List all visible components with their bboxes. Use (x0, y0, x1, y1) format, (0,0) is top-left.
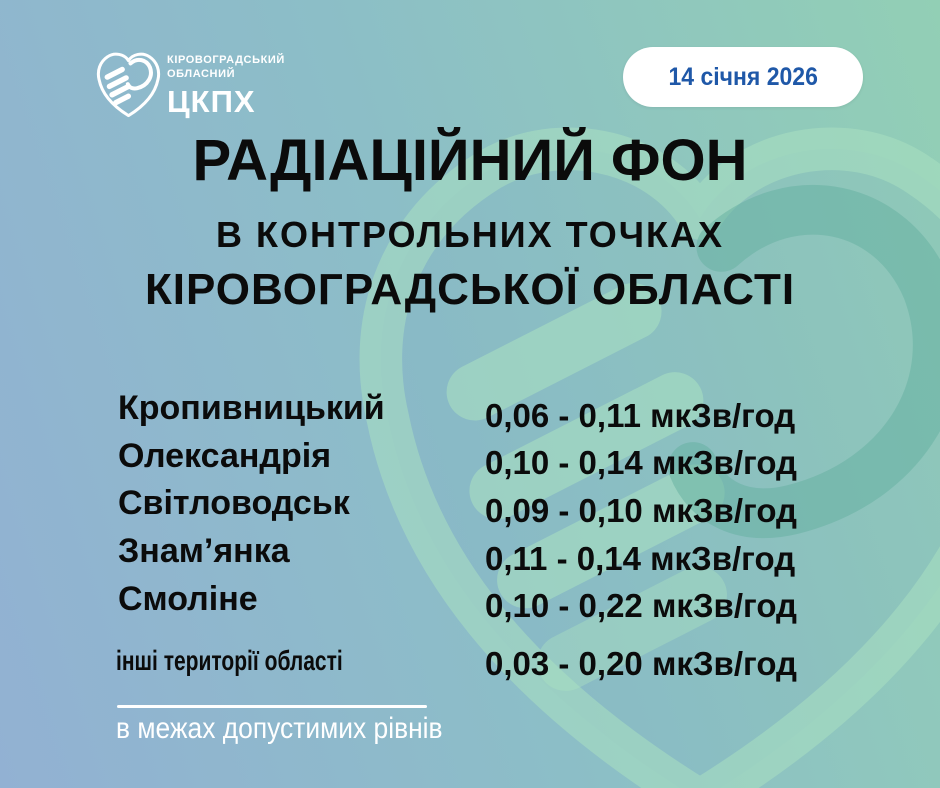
date-badge-label: 14 січня 2026 (668, 62, 818, 91)
logo-text: КІРОВОГРАДСЬКИЙ ОБЛАСНИЙ ЦКПХ (167, 53, 285, 120)
value-list: 0,06 - 0,11 мкЗв/год 0,10 - 0,14 мкЗв/го… (485, 392, 797, 630)
value-label: 0,10 - 0,22 мкЗв/год (485, 587, 797, 625)
value-label: 0,09 - 0,10 мкЗв/год (485, 491, 797, 529)
ckph-logo: КІРОВОГРАДСЬКИЙ ОБЛАСНИЙ ЦКПХ (95, 49, 415, 129)
location-label: Світловодськ (118, 484, 350, 523)
value-label: 0,06 - 0,11 мкЗв/год (485, 396, 796, 434)
location-list: Кропивницький Олександрія Світловодськ З… (118, 385, 385, 623)
location-label: Олександрія (118, 436, 332, 475)
value-label: 0,10 - 0,14 мкЗв/год (485, 444, 797, 482)
logo-org-line1: КІРОВОГРАДСЬКИЙ (167, 54, 285, 66)
page-title-line1: РАДІАЦІЙНИЙ ФОН (192, 128, 748, 193)
page-title-line3: КІРОВОГРАДСЬКОЇ ОБЛАСТІ (144, 265, 796, 314)
logo-org-line2: ОБЛАСНИЙ (167, 68, 236, 80)
location-label: Знам’янка (118, 532, 290, 571)
footnote-divider (117, 705, 427, 708)
footnote-label: в межах допустимих рівнів (116, 712, 443, 745)
location-label: Кропивницький (118, 389, 385, 428)
logo-abbr: ЦКПХ (167, 84, 256, 119)
date-badge: 14 січня 2026 (623, 47, 863, 107)
other-territories-label: інші території області (116, 645, 343, 676)
page-title-line2: В КОНТРОЛЬНИХ ТОЧКАХ (216, 214, 724, 255)
location-label: Смоліне (118, 579, 258, 618)
value-label: 0,11 - 0,14 мкЗв/год (485, 539, 796, 577)
other-territories-value: 0,03 - 0,20 мкЗв/год (485, 645, 797, 682)
ckph-shield-icon (96, 52, 161, 118)
